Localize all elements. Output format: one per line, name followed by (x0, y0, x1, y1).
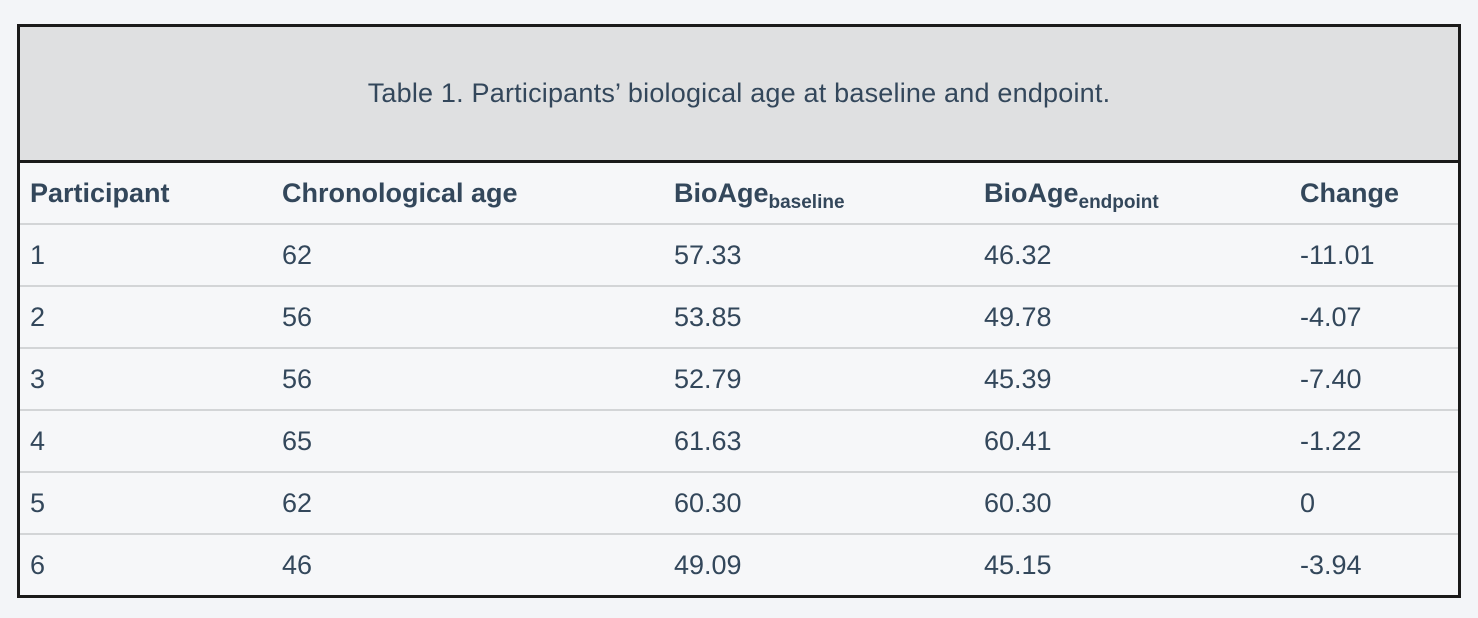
table-cell: 60.30 (664, 472, 974, 535)
table-cell: 65 (272, 410, 664, 473)
table-cell: 62 (272, 472, 664, 535)
table-cell: -7.40 (1290, 348, 1458, 411)
table-cell: 49.78 (974, 286, 1290, 349)
table-cell: 52.79 (664, 348, 974, 411)
table-cell: 0 (1290, 472, 1458, 535)
table-cell: 56 (272, 348, 664, 411)
table-row-2: 2 56 53.85 49.78 -4.07 (20, 286, 1458, 349)
table-cell: 2 (20, 286, 272, 349)
data-table: Participant Chronological age BioAgebase… (20, 163, 1458, 595)
table-cell: 53.85 (664, 286, 974, 349)
column-header-label: BioAge (984, 177, 1079, 208)
column-header-label: Chronological age (282, 177, 518, 208)
column-header-bioage-baseline: BioAgebaseline (664, 163, 974, 225)
table-cell: 46.32 (974, 224, 1290, 287)
table-header-row: Participant Chronological age BioAgebase… (20, 163, 1458, 225)
table-cell: -11.01 (1290, 224, 1458, 287)
column-header-subscript: baseline (768, 191, 845, 213)
table-row-5: 5 62 60.30 60.30 0 (20, 472, 1458, 535)
table-cell: 45.15 (984, 549, 1052, 580)
column-header-change: Change (1290, 163, 1458, 225)
table-cell: -1.22 (1290, 410, 1458, 473)
table-cell: 5 (20, 472, 272, 535)
column-header-chronological-age: Chronological age (272, 163, 664, 225)
table-cell: -4.07 (1290, 286, 1458, 349)
column-header-participant: Participant (20, 163, 272, 225)
column-header-label: Participant (30, 177, 170, 208)
table-row-4: 4 65 61.63 60.41 -1.22 (20, 410, 1458, 473)
table-row-3: 3 56 52.79 45.39 -7.40 (20, 348, 1458, 411)
column-header-label: BioAge (674, 177, 769, 208)
table-cell: 4 (20, 410, 272, 473)
table-cell: 45.39 (974, 348, 1290, 411)
table-cell: 61.63 (664, 410, 974, 473)
table-cell: 46 (282, 549, 313, 580)
table-row-6: 6 46 49.09 45.15 -3.94 (20, 534, 1458, 595)
biological-age-table: Table 1. Participants’ biological age at… (17, 24, 1461, 598)
table-row-1: 1 62 57.33 46.32 -11.01 (20, 224, 1458, 287)
column-header-label: Change (1300, 177, 1400, 208)
table-cell: 56 (272, 286, 664, 349)
table-cell: 49.09 (674, 549, 742, 580)
table-cell: 60.30 (974, 472, 1290, 535)
table-cell: 60.41 (974, 410, 1290, 473)
table-cell: 6 (30, 549, 46, 580)
table-caption: Table 1. Participants’ biological age at… (20, 27, 1458, 163)
table-cell: -3.94 (1300, 549, 1362, 580)
table-cell: 1 (20, 224, 272, 287)
table-cell: 3 (20, 348, 272, 411)
column-header-subscript: endpoint (1078, 191, 1159, 213)
column-header-bioage-endpoint: BioAgeendpoint (974, 163, 1290, 225)
table-cell: 62 (272, 224, 664, 287)
table-cell: 57.33 (664, 224, 974, 287)
